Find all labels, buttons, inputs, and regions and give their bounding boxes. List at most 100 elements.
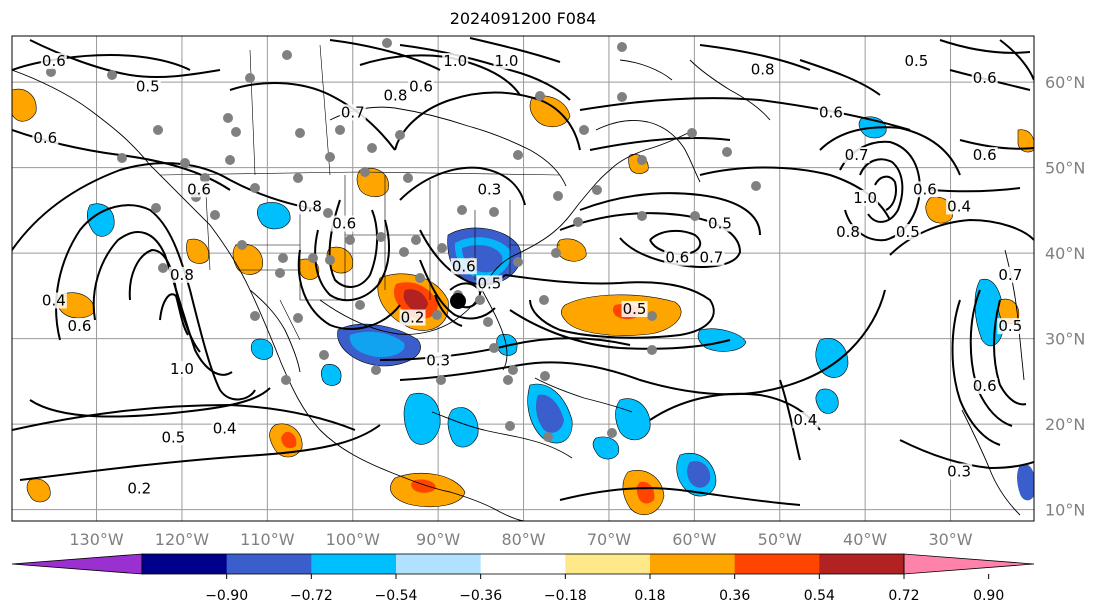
lon-label: 60°W — [672, 530, 716, 549]
contour-label: 0.7 — [998, 266, 1022, 284]
colorbar-tick-label: −0.72 — [290, 588, 333, 604]
contour-label: 0.4 — [793, 411, 817, 429]
contour-label-bg — [997, 318, 1024, 335]
contour-label-bg — [160, 429, 187, 446]
lon-label: 70°W — [587, 530, 631, 549]
contour-label-bg — [476, 275, 503, 292]
contour-label-bg — [425, 352, 452, 369]
station-dots — [46, 38, 761, 442]
contour-label-bg — [946, 198, 973, 215]
contour-label-bg — [382, 87, 409, 104]
lat-label: 20°N — [1045, 415, 1085, 434]
lon-label: 30°W — [928, 530, 972, 549]
contour-label: 0.6 — [68, 317, 92, 335]
contour-label-bg — [32, 130, 59, 147]
contour-label: 0.7 — [699, 249, 723, 267]
colorbar-tick-label: −0.54 — [375, 588, 418, 604]
contour-value-labels: 0.6 0.5 0.6 0.6 0.7 0.8 0.6 1.0 1.0 0.8 0.6 0.3 0.8 0… — [32, 52, 1024, 498]
colorbar-tick-label: 0.72 — [888, 588, 919, 604]
contour-label-bg — [664, 249, 691, 266]
contour-label: 0.6 — [409, 78, 433, 96]
lat-label: 10°N — [1045, 501, 1085, 520]
contour-label-bg — [297, 198, 324, 215]
contour-label: 0.8 — [298, 197, 322, 215]
colorbar-tick-label: −0.90 — [205, 588, 248, 604]
contour-label-bg — [450, 258, 477, 275]
contour-label: 0.6 — [665, 249, 689, 267]
contour-label-bg — [911, 181, 938, 198]
colorbar-extend-high — [903, 553, 1035, 575]
contour-label: 0.4 — [42, 291, 66, 309]
contour-label-bg — [971, 147, 998, 164]
contour-label: 1.0 — [495, 52, 519, 70]
contour-label: 0.8 — [170, 266, 194, 284]
colorbar-tick-label: 0.18 — [634, 588, 665, 604]
colorbar-segment — [396, 554, 482, 574]
contour-label: 0.5 — [896, 223, 920, 241]
contour-label-bg — [971, 377, 998, 394]
contour-label: 0.5 — [998, 317, 1022, 335]
contour-label: 0.6 — [913, 180, 937, 198]
contour-label-bg — [476, 181, 503, 198]
map-title: 2024091200 F084 — [449, 9, 597, 28]
contour-label-bg — [792, 412, 819, 429]
contour-label-bg — [971, 70, 998, 87]
contour-label-bg — [698, 249, 725, 266]
contour-label-bg — [40, 53, 67, 70]
contour-label: 1.0 — [443, 52, 467, 70]
lon-label: 110°W — [240, 530, 295, 549]
lat-label: 60°N — [1045, 73, 1085, 92]
lat-label: 30°N — [1045, 330, 1085, 349]
contour-label: 0.7 — [845, 146, 869, 164]
contour-label: 0.6 — [973, 146, 997, 164]
contour-label-bg — [168, 360, 195, 377]
contour-label: 1.0 — [853, 189, 877, 207]
contour-label-bg — [126, 480, 153, 497]
lon-label: 40°W — [843, 530, 887, 549]
contour-label-bg — [843, 147, 870, 164]
contour-label: 0.5 — [136, 78, 160, 96]
contour-label: 0.3 — [477, 180, 501, 198]
contour-label-bg — [817, 104, 844, 121]
colorbar-tick-label: −0.36 — [459, 588, 502, 604]
contour-label: 0.7 — [341, 103, 365, 121]
contour-label-bg — [168, 266, 195, 283]
contour-label-bg — [706, 215, 733, 232]
contour-label: 0.5 — [477, 274, 501, 292]
colorbar-frame — [141, 553, 905, 575]
contour-label: 1.0 — [170, 360, 194, 378]
lat-label: 50°N — [1045, 159, 1085, 178]
lon-label: 90°W — [416, 530, 460, 549]
contour-label-bg — [186, 181, 213, 198]
colorbar-tick-label: 0.90 — [973, 588, 1004, 604]
contour-label-bg — [331, 215, 358, 232]
contour-label: 0.4 — [213, 420, 237, 438]
contour-label-bg — [399, 309, 426, 326]
contour-label-bg — [442, 53, 469, 70]
contour-label: 0.6 — [187, 180, 211, 198]
colorbar-tick-label: 0.36 — [719, 588, 750, 604]
contour-label: 0.6 — [42, 52, 66, 70]
lon-label: 130°W — [69, 530, 124, 549]
contour-label: 0.4 — [947, 197, 971, 215]
contour-label: 0.6 — [332, 215, 356, 233]
contour-label-bg — [749, 61, 776, 78]
contour-label-bg — [946, 463, 973, 480]
lon-label: 80°W — [501, 530, 545, 549]
storm-center-marker — [450, 293, 466, 309]
contour-label: 0.5 — [708, 215, 732, 233]
contour-label-bg — [621, 301, 648, 318]
contour-label: 0.8 — [836, 223, 860, 241]
lon-label: 50°W — [758, 530, 802, 549]
latitude-labels: 60°N 50°N 40°N 30°N 20°N 10°N — [1045, 73, 1085, 520]
contour-label: 0.3 — [947, 462, 971, 480]
contour-label: 0.6 — [819, 103, 843, 121]
contour-label-bg — [211, 420, 238, 437]
colorbar-segment — [480, 554, 566, 574]
lat-label: 40°N — [1045, 244, 1085, 263]
plot-area — [12, 36, 1034, 521]
lon-label: 100°W — [326, 530, 381, 549]
colorbar-segment — [311, 554, 397, 574]
contour-label: 0.5 — [904, 52, 928, 70]
